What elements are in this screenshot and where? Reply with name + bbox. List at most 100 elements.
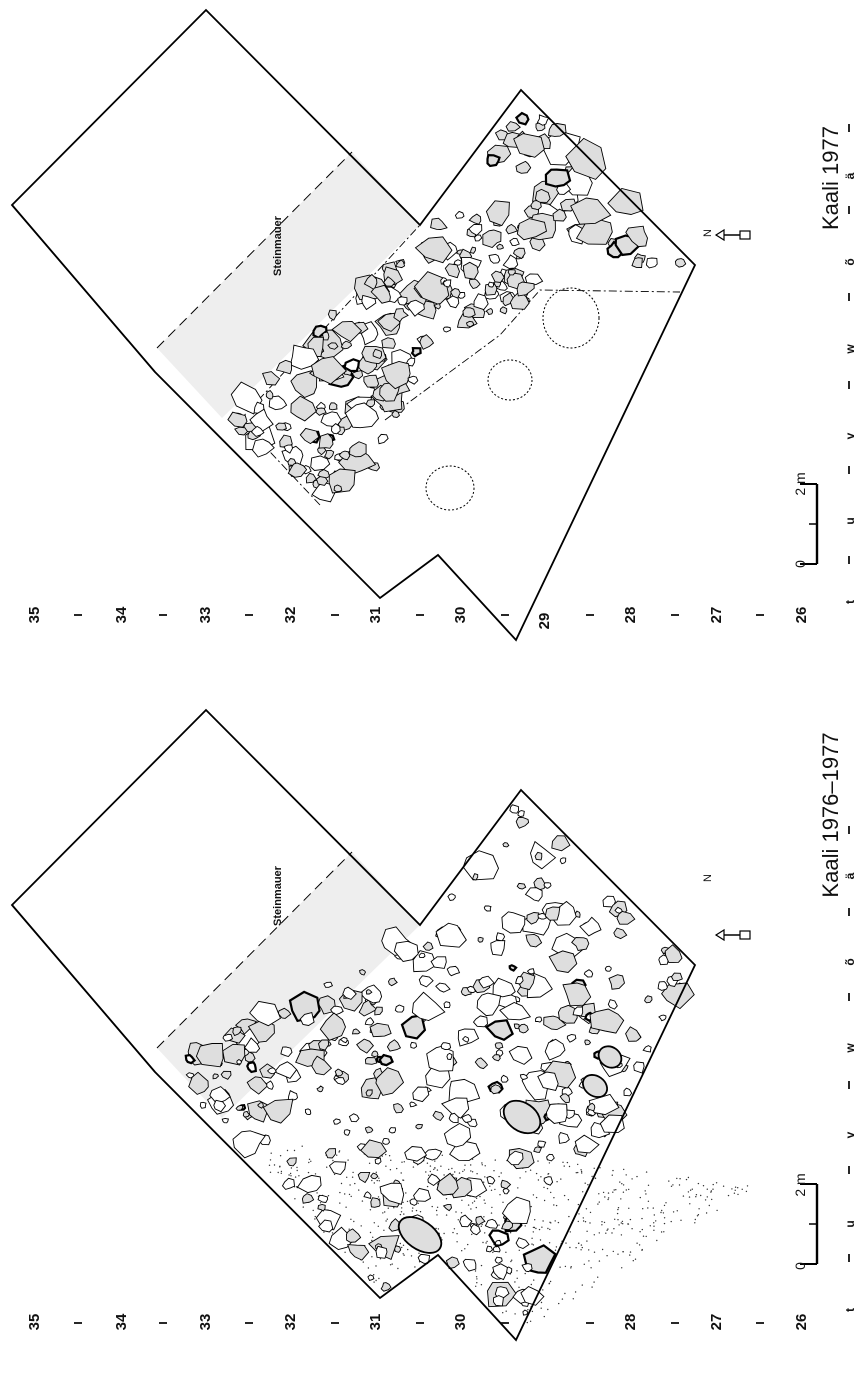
sand-dot: [580, 1169, 582, 1171]
sand-dot: [663, 1217, 666, 1219]
sand-dot: [589, 1211, 592, 1214]
sand-dot: [547, 1173, 550, 1175]
sand-dot: [656, 1239, 658, 1242]
sand-dot: [452, 1231, 454, 1234]
lower-stone-stone: [472, 1015, 488, 1028]
upper-north-label: N: [702, 229, 714, 237]
lower-stone-stone: [369, 1022, 392, 1038]
sand-dot: [629, 1254, 631, 1256]
sand-dot: [296, 1169, 298, 1172]
sand-dot: [484, 1232, 486, 1234]
sand-dot: [542, 1220, 544, 1222]
sand-dot: [485, 1242, 487, 1244]
lower-stone-stone: [551, 835, 571, 852]
sand-dot: [548, 1242, 551, 1244]
upper-cluster-stone: [383, 276, 396, 287]
trench-outline: [10, 8, 697, 642]
lower-stone-stone: [266, 1067, 277, 1075]
lower-stone-stone: [409, 1198, 418, 1206]
lower-stone-stone: [323, 981, 333, 988]
sand-dot: [401, 1207, 403, 1209]
upper-faint-stone: [499, 306, 508, 315]
sand-dot: [418, 1252, 420, 1254]
sand-dot: [540, 1176, 542, 1178]
sand-dot: [516, 1277, 518, 1280]
lower-stone-stone: [459, 1214, 473, 1228]
sand-dot: [604, 1196, 606, 1198]
lower-stone-stone: [526, 968, 535, 975]
lower-stone-stone: [351, 1028, 361, 1035]
upper-faint-stone: [433, 303, 441, 310]
sand-dot: [584, 1182, 586, 1184]
sand-dot: [385, 1153, 387, 1156]
lower-stone-stone: [286, 1157, 297, 1167]
sand-dot: [588, 1249, 590, 1251]
sand-dot: [353, 1220, 355, 1223]
sand-dot: [375, 1265, 377, 1267]
lower-grid-number-27: 27: [708, 1313, 725, 1331]
lower-stone-stone: [559, 857, 567, 865]
sand-dot: [492, 1251, 494, 1254]
lower-stone-stone: [365, 1089, 373, 1097]
grid-tick-marks: [74, 124, 850, 1324]
sand-dot: [378, 1198, 381, 1200]
lower-stone-stone: [461, 1035, 470, 1043]
sand-dot: [540, 1307, 542, 1309]
sand-dot: [564, 1265, 567, 1268]
upper-east-stone: [485, 200, 510, 227]
lower-stone-stone: [446, 1052, 453, 1060]
sand-dot: [429, 1170, 431, 1173]
sand-dot: [268, 1164, 271, 1167]
lower-stone-stone: [379, 1182, 405, 1205]
lower-stone-stone: [513, 1023, 520, 1030]
sand-dot: [575, 1172, 577, 1174]
sand-dot: [436, 1169, 439, 1171]
sand-dot: [397, 1267, 399, 1270]
lower-stone-stone: [426, 1045, 454, 1072]
sand-dot: [460, 1212, 463, 1214]
sand-dot: [441, 1154, 443, 1157]
upper-faint-stone: [407, 375, 419, 385]
sand-dot: [426, 1185, 429, 1188]
lower-stone-stone: [209, 1086, 231, 1105]
sand-dot: [653, 1222, 655, 1224]
lower-stone-stone: [604, 965, 612, 972]
sand-dot: [294, 1176, 297, 1178]
sand-dot: [607, 1228, 609, 1230]
lower-stone-stone: [318, 1219, 334, 1233]
upper-cluster-stone: [394, 259, 406, 269]
sand-dot: [502, 1201, 504, 1204]
sand-dot: [403, 1213, 405, 1215]
sand-dot: [563, 1165, 565, 1167]
lower-stone-stone: [599, 1114, 625, 1134]
sand-dot: [475, 1206, 477, 1209]
sand-dot: [531, 1310, 534, 1313]
sand-dot: [412, 1207, 414, 1209]
lower-stone-stone: [393, 1103, 404, 1114]
sand-dot: [431, 1205, 433, 1208]
upper-cluster-stone: [227, 411, 248, 428]
lower-stone-stone: [435, 922, 467, 948]
upper-east-stone: [486, 153, 501, 168]
sand-dot: [564, 1292, 566, 1295]
sand-dot: [529, 1169, 532, 1171]
lower-stone-stone: [490, 940, 506, 956]
lower-stone-stone: [462, 1258, 477, 1272]
sand-dot: [618, 1224, 620, 1226]
upper-faint-stone: [465, 320, 475, 328]
sand-dot: [399, 1242, 401, 1245]
lower-stone-stone: [347, 1244, 370, 1261]
lower-stone-stone: [558, 1132, 570, 1144]
upper-east-stone: [674, 258, 687, 268]
sand-dot: [484, 1202, 486, 1205]
sand-dot: [578, 1242, 580, 1244]
sand-dot: [500, 1172, 502, 1174]
sand-dot: [505, 1251, 507, 1254]
lower-stone-stone: [516, 882, 527, 890]
upper-cluster-stone: [268, 395, 288, 411]
lower-stone-stone: [432, 1110, 445, 1122]
lower-stone-stone: [543, 882, 552, 889]
lower-stone-stone: [664, 944, 683, 964]
sand-dot: [373, 1281, 375, 1283]
